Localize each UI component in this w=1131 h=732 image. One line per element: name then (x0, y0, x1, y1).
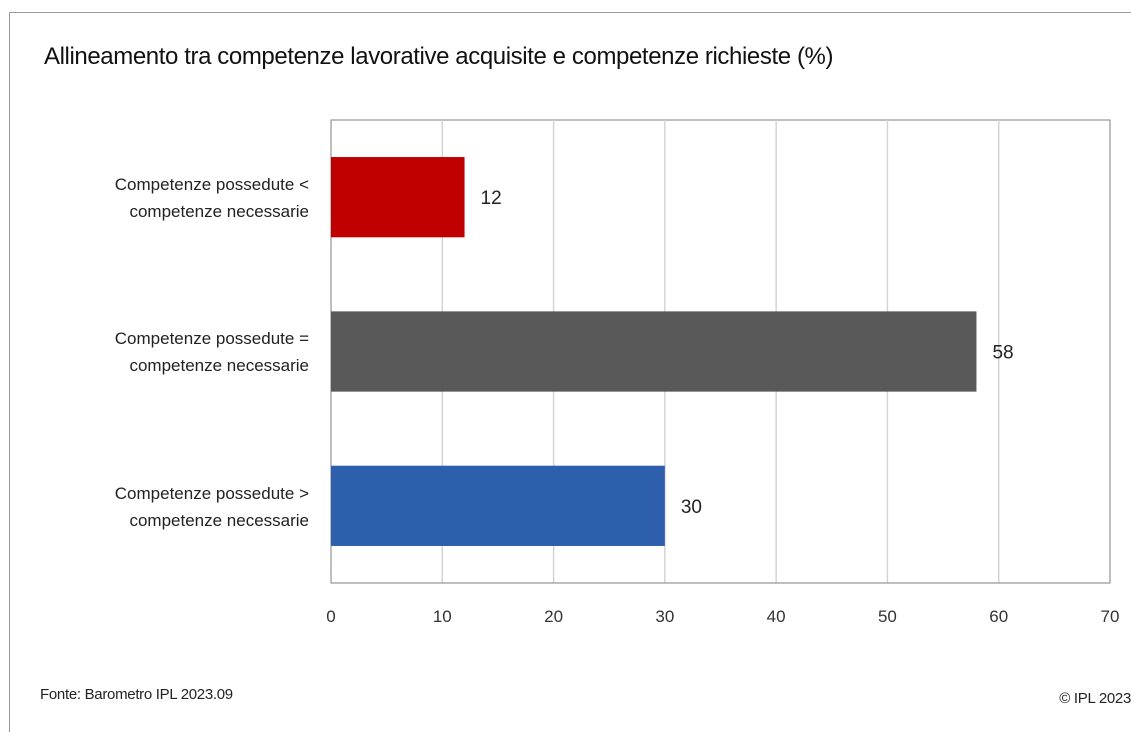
category-label-greater-line1: Competenze possedute > (114, 484, 309, 503)
bar (331, 311, 977, 392)
data-label: 12 (481, 188, 502, 209)
category-label-less: Competenze possedute < competenze necess… (29, 171, 309, 225)
x-tick-label: 30 (655, 607, 674, 626)
x-tick-label: 40 (767, 607, 786, 626)
category-label-greater: Competenze possedute > competenze necess… (29, 480, 309, 534)
chart-frame (9, 12, 1131, 732)
x-tick-label: 60 (989, 607, 1008, 626)
data-label: 58 (992, 343, 1013, 364)
bar (331, 465, 665, 546)
source-note: Fonte: Barometro IPL 2023.09 (40, 686, 233, 703)
category-label-equal-line2: competenze necessarie (129, 356, 309, 375)
data-label: 30 (681, 497, 702, 518)
chart-title: Allineamento tra competenze lavorative a… (44, 43, 834, 70)
x-tick-label: 20 (544, 607, 563, 626)
category-label-less-line2: competenze necessarie (129, 202, 309, 221)
x-tick-label: 10 (433, 607, 452, 626)
x-tick-label: 70 (1101, 607, 1120, 626)
bar (331, 157, 465, 238)
category-label-less-line1: Competenze possedute < (114, 175, 309, 194)
category-label-equal: Competenze possedute = competenze necess… (29, 325, 309, 379)
x-tick-label: 0 (326, 607, 335, 626)
category-label-greater-line2: competenze necessarie (129, 511, 309, 530)
x-tick-label: 50 (878, 607, 897, 626)
category-label-equal-line1: Competenze possedute = (114, 329, 309, 348)
copyright-note: © IPL 2023 (1059, 690, 1131, 707)
